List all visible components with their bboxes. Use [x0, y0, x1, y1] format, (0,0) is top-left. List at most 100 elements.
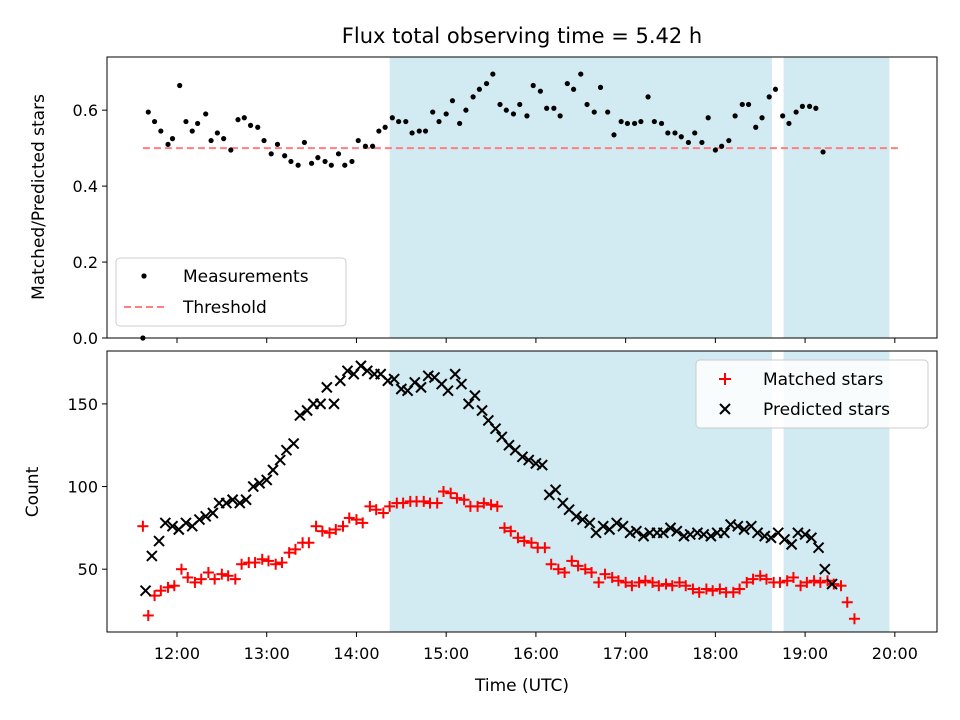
matched-point: [512, 532, 524, 544]
y-tick-label: 100: [67, 478, 98, 497]
matched-point: [566, 555, 578, 567]
matched-point: [606, 571, 618, 583]
matched-point: [364, 500, 376, 512]
predicted-point: [159, 517, 172, 529]
predicted-point-b: [166, 520, 179, 532]
shaded-span-0: [389, 57, 772, 338]
measurement-point: [203, 111, 209, 117]
x-tick-label: 13:00: [244, 644, 290, 663]
matched-point: [263, 555, 275, 567]
predicted-point: [180, 517, 192, 529]
legend-threshold-label: Threshold: [182, 298, 267, 318]
measurement-point: [308, 160, 315, 166]
matched-point: [343, 512, 355, 524]
matched-point: [801, 576, 813, 588]
measurement-point: [658, 120, 665, 127]
predicted-point-b: [664, 522, 677, 534]
measurement-point: [745, 101, 752, 108]
predicted-point-b: [584, 517, 596, 529]
measurement-point: [759, 115, 765, 121]
bottom-y-axis-label: Count: [23, 466, 43, 517]
measurement-point: [799, 103, 806, 109]
predicted-point: [226, 494, 239, 506]
matched-point: [727, 586, 739, 598]
measurement-point: [651, 118, 657, 125]
measurement-point: [726, 137, 732, 144]
matched-point: [639, 575, 651, 587]
matched-point: [599, 568, 611, 580]
predicted-point: [476, 404, 488, 417]
matched-point: [445, 487, 457, 499]
predicted-point-b: [503, 439, 515, 451]
matched-point: [714, 583, 726, 595]
matched-point: [303, 537, 315, 549]
measurement-point: [665, 130, 671, 136]
top-plot-frame: [106, 56, 938, 339]
predicted-point-b: [819, 563, 831, 575]
matched-point: [754, 570, 766, 582]
predicted-point: [328, 398, 340, 410]
x-tick-label: 19:00: [782, 644, 828, 663]
predicted-point-b: [630, 525, 643, 537]
predicted-point: [146, 550, 158, 562]
measurement-point: [422, 128, 429, 134]
predicted-point: [234, 497, 246, 509]
measurement-point: [570, 86, 577, 92]
predicted-point-b: [334, 375, 347, 387]
matched-point: [700, 583, 712, 595]
measurement-point: [165, 141, 171, 147]
matched-point: [162, 581, 174, 593]
matched-point: [472, 500, 484, 512]
matched-point: [431, 497, 443, 509]
measurement-point: [813, 105, 819, 111]
measurement-point: [376, 128, 382, 134]
matched-point: [324, 527, 336, 539]
measurement-point: [564, 80, 570, 87]
matched-stars-points: [137, 486, 860, 625]
predicted-point-b: [516, 451, 529, 463]
measurement-point: [449, 98, 456, 104]
measurement-point: [335, 151, 342, 157]
predicted-point-b: [576, 513, 589, 526]
measurement-point: [490, 71, 496, 77]
measurement-point: [537, 88, 543, 94]
measurement-point: [624, 120, 631, 127]
matched-point: [350, 514, 362, 526]
measurement-point: [517, 101, 523, 108]
measurement-point: [389, 115, 395, 121]
matched-point: [761, 573, 773, 585]
predicted-point-b: [247, 480, 259, 493]
matched-point: [781, 575, 793, 587]
measurement-point: [611, 132, 617, 138]
matched-point: [814, 576, 826, 588]
predicted-point-b: [388, 373, 400, 385]
predicted-point: [153, 535, 165, 547]
measurement-point: [806, 103, 813, 109]
predicted-point-b: [476, 404, 488, 417]
predicted-point-b: [287, 437, 300, 450]
top-legend-box: [115, 257, 347, 327]
measurement-point: [322, 158, 328, 165]
measurement-point: [457, 120, 463, 127]
bottom-y-ticks: 50 100 150: [67, 395, 107, 579]
matched-point: [633, 576, 645, 588]
predicted-point-b: [267, 464, 279, 476]
predicted-point-b: [785, 538, 798, 551]
matched-point: [485, 499, 497, 511]
matched-point: [182, 571, 194, 583]
measurement-point: [524, 113, 530, 119]
measurement-point: [753, 124, 759, 130]
measurement-point: [699, 139, 705, 146]
predicted-point-b: [240, 494, 252, 506]
predicted-point-b: [563, 503, 575, 516]
measurement-point: [530, 82, 536, 89]
measurement-point: [416, 128, 422, 134]
measurement-point: [793, 109, 799, 115]
predicted-point: [705, 530, 717, 542]
matched-point: [149, 590, 161, 602]
predicted-point: [671, 525, 683, 537]
measurement-point: [295, 162, 301, 168]
predicted-point-b: [530, 457, 542, 470]
matched-point: [310, 520, 322, 532]
predicted-point-b: [597, 520, 609, 532]
